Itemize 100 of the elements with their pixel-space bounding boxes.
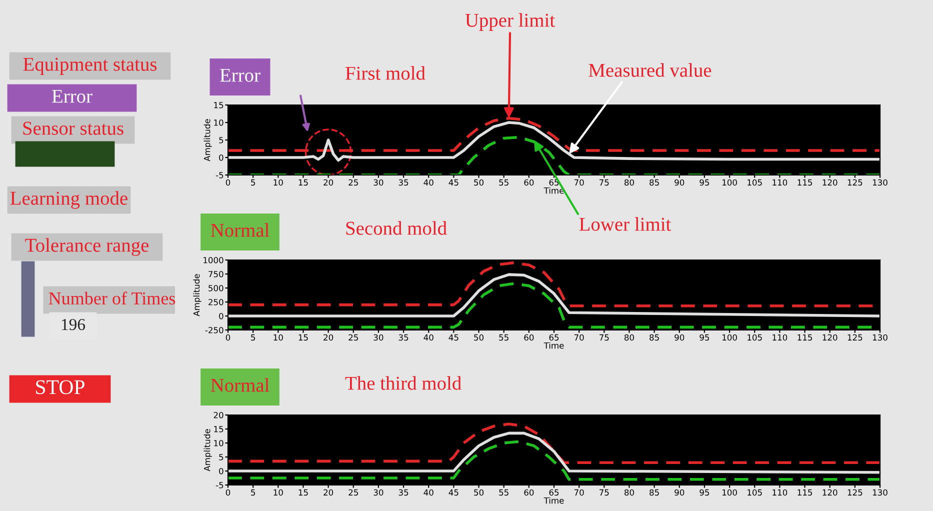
- x-tick-label: 125: [848, 489, 862, 496]
- x-tick-label: 65: [549, 334, 559, 341]
- y-tick-label: -250: [205, 326, 224, 334]
- x-tick-label: 45: [448, 179, 458, 186]
- y-tick-label: 10: [214, 440, 224, 446]
- y-tick-label: -5: [216, 482, 224, 488]
- x-tick-label: 45: [448, 489, 458, 496]
- chart-title: First mold: [346, 66, 426, 80]
- x-tick-label: 40: [424, 179, 434, 186]
- x-tick-label: 30: [374, 489, 384, 496]
- y-tick-label: 15: [214, 102, 224, 108]
- chart-title: Second mold: [346, 221, 447, 235]
- x-tick-label: 95: [700, 179, 710, 186]
- x-tick-label: 15: [298, 179, 308, 186]
- x-tick-label: 75: [600, 489, 609, 496]
- x-tick-label: 80: [624, 334, 634, 341]
- text: Number of Times: [48, 292, 176, 305]
- x-tick-label: 35: [398, 334, 408, 341]
- x-tick-label: 15: [298, 489, 308, 496]
- text: Equipment status: [23, 58, 157, 75]
- x-tick-label: 95: [700, 489, 710, 496]
- x-tick-label: 105: [748, 179, 762, 186]
- annotation: Upper limit: [465, 13, 555, 31]
- y-tick-label: 250: [208, 298, 224, 306]
- x-tick-label: 0: [226, 334, 230, 341]
- x-tick-label: 40: [424, 489, 434, 496]
- x-axis-title: Time: [544, 342, 564, 349]
- x-axis-title: Time: [544, 187, 564, 194]
- y-tick-label: 0: [219, 312, 224, 320]
- y-tick-label: 10: [214, 119, 224, 126]
- x-tick-label: 20: [324, 489, 334, 496]
- line-series: [228, 422, 880, 464]
- line-series: [228, 273, 880, 318]
- y-tick-label: 500: [208, 284, 224, 292]
- x-tick-label: 10: [274, 179, 283, 186]
- x-tick-label: 85: [650, 489, 659, 496]
- x-tick-label: 90: [674, 489, 684, 496]
- x-tick-label: 100: [722, 489, 737, 496]
- x-tick-label: 100: [722, 179, 737, 186]
- x-tick-label: 90: [674, 334, 684, 341]
- x-tick-label: 70: [574, 334, 584, 341]
- x-tick-label: 25: [348, 334, 358, 341]
- y-tick-label: 15: [214, 426, 224, 432]
- x-tick-label: 55: [499, 489, 508, 496]
- x-tick-label: 5: [251, 489, 255, 496]
- x-tick-label: 45: [448, 334, 458, 341]
- x-tick-label: 20: [324, 334, 334, 341]
- x-tick-label: 80: [624, 179, 634, 186]
- y-tick-label: 5: [219, 137, 224, 144]
- x-tick-label: 60: [524, 179, 534, 186]
- x-tick-label: 0: [226, 489, 230, 496]
- x-tick-label: 130: [872, 489, 888, 496]
- x-tick-label: 65: [549, 179, 559, 186]
- text: Learning mode: [10, 191, 128, 209]
- x-tick-label: 60: [524, 334, 534, 341]
- x-tick-label: 115: [798, 489, 812, 496]
- y-axis-title: Amplitude: [193, 274, 202, 316]
- text: Error: [52, 90, 92, 103]
- text: STOP: [36, 380, 84, 394]
- x-tick-label: 115: [798, 334, 812, 341]
- y-tick-label: 0: [219, 468, 224, 474]
- x-tick-label: 125: [848, 334, 862, 341]
- chart-title: The third mold: [345, 376, 462, 390]
- x-tick-label: 50: [474, 179, 484, 186]
- x-tick-label: 35: [398, 489, 408, 496]
- x-tick-label: 0: [226, 179, 230, 186]
- chart-subtitle: Normal: [210, 378, 270, 392]
- x-tick-label: 55: [499, 179, 508, 186]
- line-series: [228, 121, 880, 162]
- x-tick-label: 50: [474, 334, 484, 341]
- line-series: [228, 432, 880, 474]
- y-axis-title: Amplitude: [204, 119, 212, 162]
- x-tick-label: 115: [798, 179, 812, 186]
- x-tick-label: 85: [650, 179, 659, 186]
- x-tick-label: 120: [822, 489, 838, 496]
- x-tick-label: 20: [324, 179, 334, 186]
- x-tick-label: 85: [650, 334, 659, 341]
- line-series: [228, 440, 880, 481]
- x-tick-label: 90: [674, 179, 684, 186]
- y-tick-label: 1000: [204, 256, 224, 264]
- x-tick-label: 25: [348, 489, 358, 496]
- annotation: Lower limit: [579, 217, 672, 231]
- annotation: Measured value: [588, 63, 712, 77]
- x-tick-label: 105: [748, 489, 762, 496]
- x-tick-label: 110: [772, 179, 788, 186]
- y-axis-title: Amplitude: [204, 429, 212, 472]
- y-tick-label: 5: [219, 454, 224, 460]
- x-tick-label: 60: [524, 489, 534, 496]
- x-tick-label: 80: [624, 489, 634, 496]
- x-tick-label: 55: [499, 334, 508, 341]
- x-tick-label: 15: [298, 334, 308, 341]
- x-tick-label: 30: [374, 334, 384, 341]
- x-tick-label: 65: [549, 489, 559, 496]
- x-tick-label: 75: [600, 179, 609, 186]
- x-tick-label: 120: [822, 334, 838, 341]
- x-tick-label: 5: [251, 334, 255, 341]
- chart-subtitle: Error: [220, 68, 260, 82]
- x-tick-label: 10: [274, 334, 283, 341]
- x-tick-label: 130: [872, 334, 888, 341]
- text: 196: [62, 318, 86, 330]
